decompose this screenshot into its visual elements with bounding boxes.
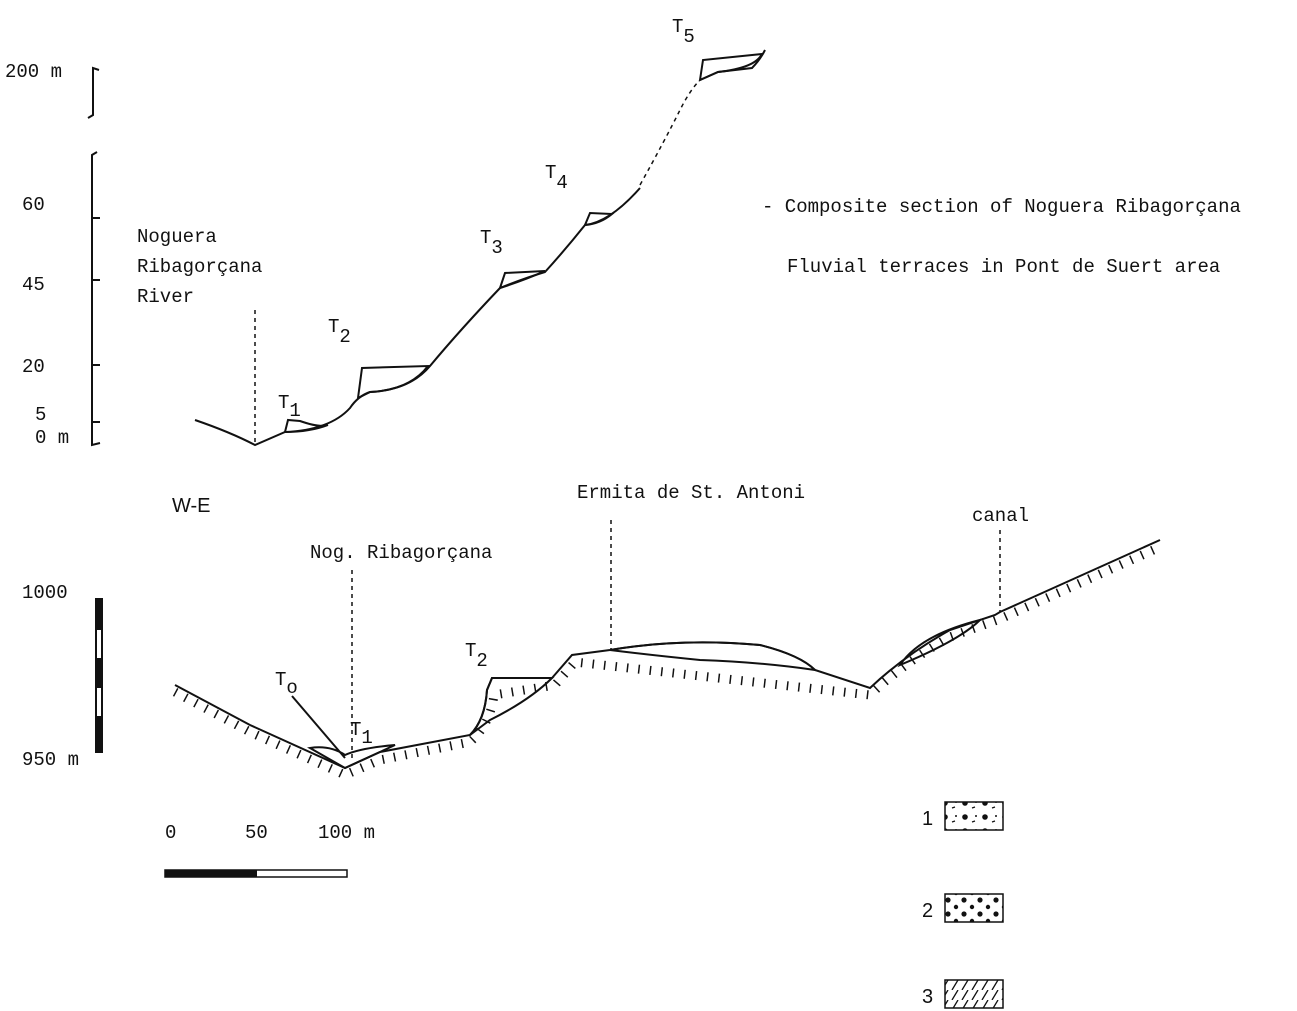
river-label: Nog. Ribagorçana [310,542,492,564]
legend-swatch [945,894,1003,922]
terrace-label: T1 [350,719,373,749]
legend-label: 3 [922,986,933,1008]
river-label: River [137,286,194,308]
scale-label: 5 [35,404,46,426]
terrace-deposit [358,366,428,398]
river-label: Ribagorçana [137,256,262,278]
orientation-label: W-E [172,495,211,517]
caption: - Composite section of Noguera Ribagorça… [762,196,1241,218]
vertical-scale-bar [95,598,103,753]
diagram: 200 m 60 45 20 5 0 m Noguera Ribagorçana… [0,0,1297,1011]
scale-label: 1000 [22,582,68,604]
scale-label: 60 [22,194,45,216]
terrace-label: T1 [278,392,301,422]
caption: Fluvial terraces in Pont de Suert area [787,256,1220,278]
terrace-label: T2 [328,316,351,348]
terrain-profile [195,188,640,445]
terrace-label: T5 [672,16,695,48]
terrace-label: T2 [465,640,488,672]
terrace-deposit [610,642,815,670]
scale-label: 0 m [35,427,69,449]
scale-label: 200 m [5,61,62,83]
legend-swatch [945,980,1003,1008]
hermitage-label: Ermita de St. Antoni [577,482,805,504]
top-scale [88,68,100,445]
terrain-profile [175,540,1160,768]
scale-label: 100 m [318,822,375,844]
terrace-deposit [470,678,552,735]
legend-swatch [945,802,1003,830]
scale-label: 50 [245,822,268,844]
terrace-deposit [585,213,612,225]
legend-label: 1 [922,808,933,830]
terrace-deposit [500,271,545,288]
river-label: Noguera [137,226,217,248]
horizontal-scale-bar [165,870,347,877]
terrace-label: T3 [480,227,503,259]
terrace-label: T4 [545,162,568,194]
scale-label: 950 m [22,749,79,771]
scale-label: 45 [22,274,45,296]
legend-label: 2 [922,900,933,922]
canal-label: canal [972,505,1029,527]
scale-label: 0 [165,822,176,844]
eroded-slope [640,80,700,185]
terrace-label: To [275,669,298,699]
bedrock-hatching [175,547,1160,775]
scale-label: 20 [22,356,45,378]
